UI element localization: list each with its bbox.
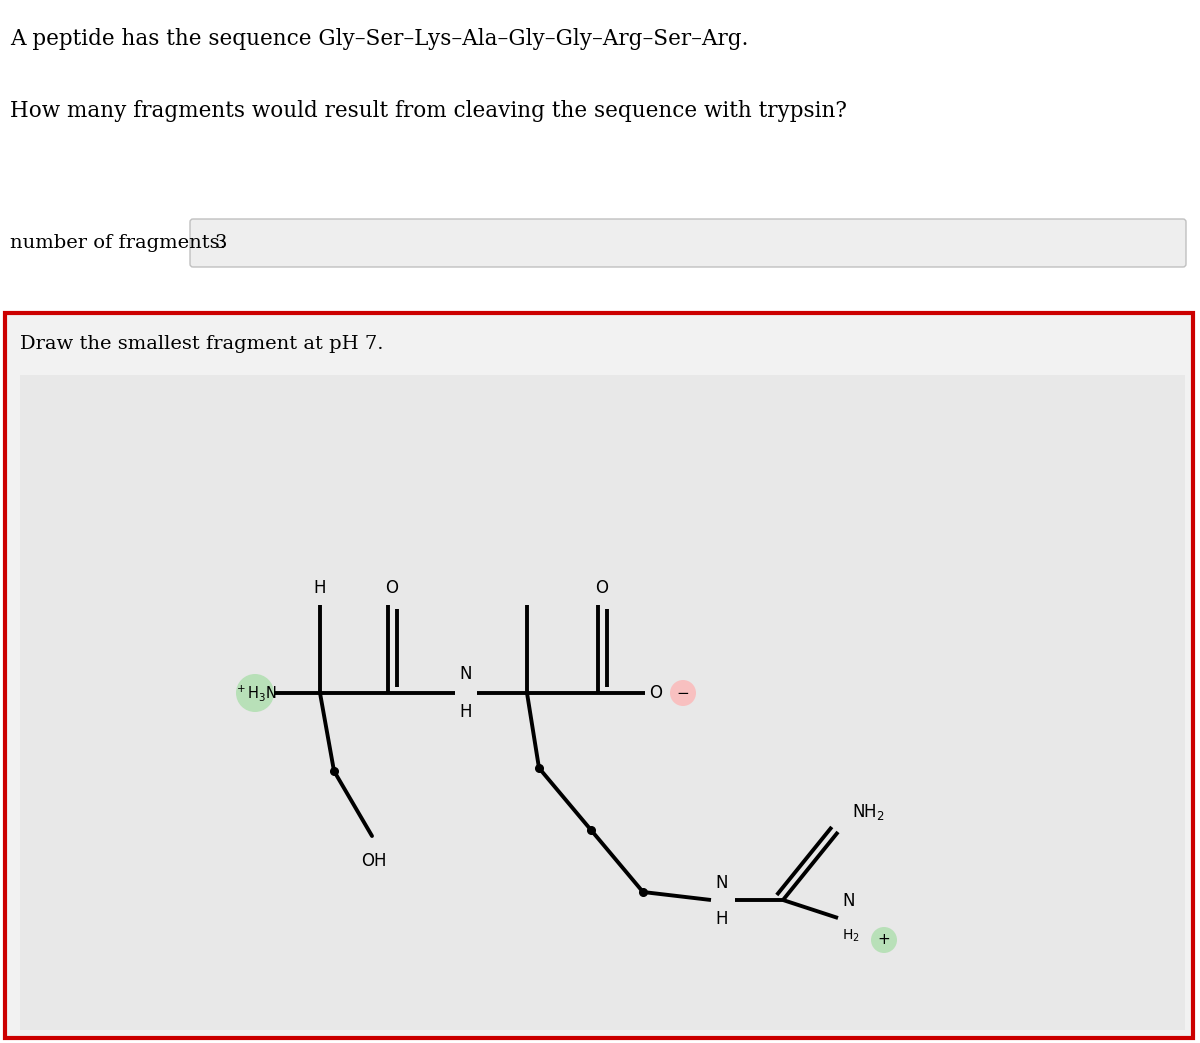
Text: How many fragments would result from cleaving the sequence with trypsin?: How many fragments would result from cle… <box>10 100 847 122</box>
Circle shape <box>670 680 696 706</box>
Text: Draw the smallest fragment at pH 7.: Draw the smallest fragment at pH 7. <box>20 335 384 353</box>
Text: OH: OH <box>361 852 386 870</box>
Circle shape <box>871 927 898 953</box>
Text: 3: 3 <box>215 234 228 252</box>
Bar <box>5 313 1193 1038</box>
Text: +: + <box>877 932 890 947</box>
Circle shape <box>236 674 274 712</box>
Text: H: H <box>715 909 727 928</box>
Text: NH$_2$: NH$_2$ <box>852 802 884 822</box>
Text: A peptide has the sequence Gly–Ser–Lys–Ala–Gly–Gly–Arg–Ser–Arg.: A peptide has the sequence Gly–Ser–Lys–A… <box>10 28 749 50</box>
Text: H$_2$: H$_2$ <box>842 928 859 944</box>
FancyBboxPatch shape <box>190 219 1186 267</box>
Text: H: H <box>458 703 472 721</box>
Text: H: H <box>313 579 326 597</box>
Text: O: O <box>649 684 662 702</box>
Text: N: N <box>458 665 472 683</box>
Bar <box>20 375 1186 1030</box>
Text: $\mathregular{^+H_3N}$: $\mathregular{^+H_3N}$ <box>234 683 276 703</box>
Text: O: O <box>595 579 608 597</box>
Text: N: N <box>842 892 854 909</box>
Text: −: − <box>677 685 689 701</box>
Text: O: O <box>385 579 398 597</box>
Text: number of fragments:: number of fragments: <box>10 234 226 252</box>
Text: N: N <box>715 874 727 892</box>
